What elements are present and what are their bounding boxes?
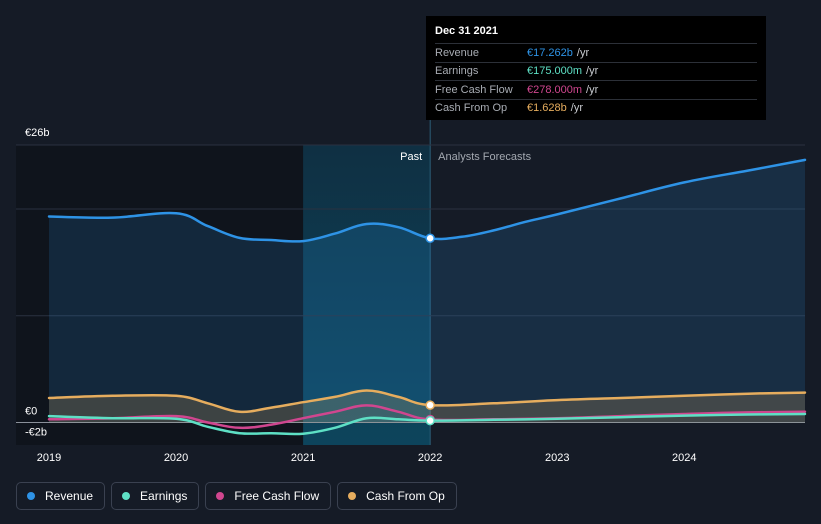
forecast-label: Analysts Forecasts (438, 151, 531, 163)
x-tick-label: 2021 (291, 452, 315, 464)
cash-from-op-dot-icon (348, 492, 357, 500)
tooltip-row-earnings: Earnings €175.000m /yr (435, 61, 757, 81)
free-cash-flow-dot-icon (216, 492, 225, 500)
cash-from-op-line (47, 389, 807, 414)
y-tick-label: €26b (25, 127, 49, 139)
highlight-region (303, 145, 431, 445)
tooltip-unit: /yr (576, 46, 590, 59)
tooltip-row-cash-from-op: Cash From Op €1.628b /yr (435, 98, 757, 118)
tooltip-value: €175.000m (527, 65, 583, 78)
y-tick-label: €0 (25, 406, 37, 418)
tooltip-unit: /yr (586, 83, 599, 96)
legend-item-earnings[interactable]: Earnings (111, 482, 200, 510)
legend: Revenue Earnings Free Cash Flow Cash Fro… (16, 482, 457, 510)
tooltip-date: Dec 31 2021 (435, 25, 498, 37)
x-tick-label: 2020 (164, 452, 188, 464)
x-tick-label: 2024 (672, 452, 696, 464)
tooltip-row-revenue: Revenue €17.262b /yr (435, 43, 757, 62)
x-tick-label: 2022 (418, 452, 442, 464)
earnings-dot-icon (122, 492, 131, 500)
revenue-marker (425, 233, 435, 244)
tooltip-value: €1.628b (527, 102, 567, 115)
x-tick-label: 2023 (545, 452, 569, 464)
tooltip-unit: /yr (570, 102, 583, 115)
earnings-marker (425, 415, 435, 426)
legend-item-revenue[interactable]: Revenue (16, 482, 106, 510)
tooltip-row-free-cash-flow: Free Cash Flow €278.000m /yr (435, 80, 757, 99)
earnings-line (47, 412, 807, 436)
legend-label: Free Cash Flow (234, 489, 320, 503)
y-tick-label: -€2b (25, 427, 47, 439)
tooltip-value: €17.262b (527, 46, 573, 59)
tooltip-unit: /yr (586, 65, 599, 78)
x-tick-label: 2019 (37, 452, 61, 464)
cash-from-op-marker (425, 400, 435, 410)
legend-label: Earnings (140, 489, 188, 503)
legend-label: Cash From Op (366, 489, 445, 503)
free-cash-flow-line (47, 404, 807, 430)
legend-label: Revenue (45, 489, 94, 503)
tooltip-label: Free Cash Flow (435, 83, 513, 96)
tooltip-label: Cash From Op (435, 102, 508, 115)
tooltip-label: Earnings (435, 65, 479, 78)
tooltip: Dec 31 2021 Revenue €17.262b /yr Earning… (426, 16, 766, 120)
revenue-dot-icon (27, 492, 35, 500)
revenue-area (49, 159, 805, 423)
legend-item-free-cash-flow[interactable]: Free Cash Flow (205, 482, 332, 510)
tooltip-value: €278.000m (527, 83, 583, 96)
revenue-line (47, 158, 807, 243)
legend-item-cash-from-op[interactable]: Cash From Op (337, 482, 457, 510)
past-label: Past (400, 151, 422, 163)
tooltip-label: Revenue (435, 46, 480, 59)
